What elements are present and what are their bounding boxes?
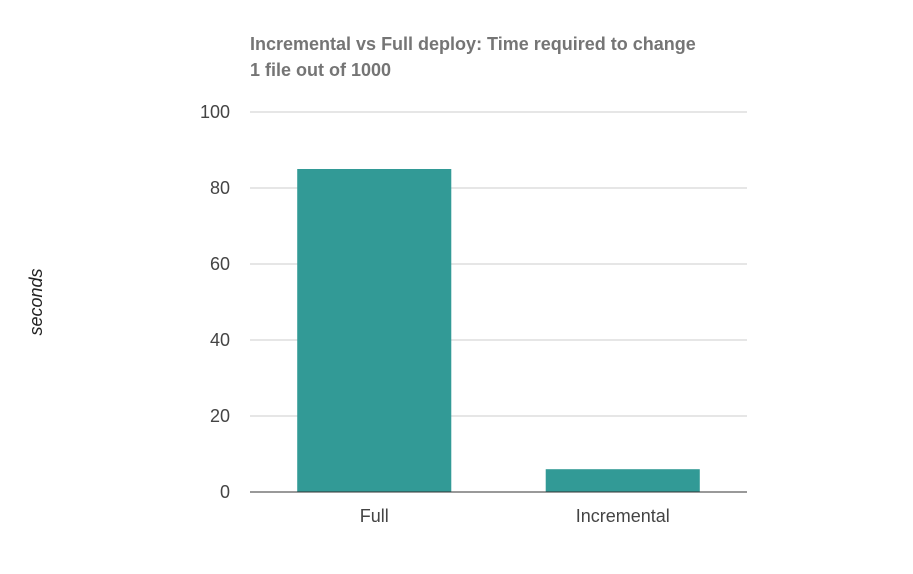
bar-incremental	[545, 469, 700, 492]
y-tick-label: 20	[210, 406, 230, 426]
bars	[297, 169, 700, 492]
x-category-label-full: Full	[360, 506, 389, 526]
y-axis-label: seconds	[26, 268, 46, 335]
y-tick-label: 60	[210, 254, 230, 274]
bar-full	[297, 169, 452, 492]
chart-title-line-2: 1 file out of 1000	[250, 60, 391, 80]
chart-title: Incremental vs Full deploy: Time require…	[250, 34, 696, 80]
y-axis-ticks: 0 20 40 60 80 100	[200, 102, 230, 502]
y-tick-label: 0	[220, 482, 230, 502]
x-axis-categories: Full Incremental	[360, 506, 670, 526]
y-tick-label: 100	[200, 102, 230, 122]
chart-title-line-1: Incremental vs Full deploy: Time require…	[250, 34, 696, 54]
x-category-label-incremental: Incremental	[576, 506, 670, 526]
y-tick-label: 80	[210, 178, 230, 198]
y-tick-label: 40	[210, 330, 230, 350]
